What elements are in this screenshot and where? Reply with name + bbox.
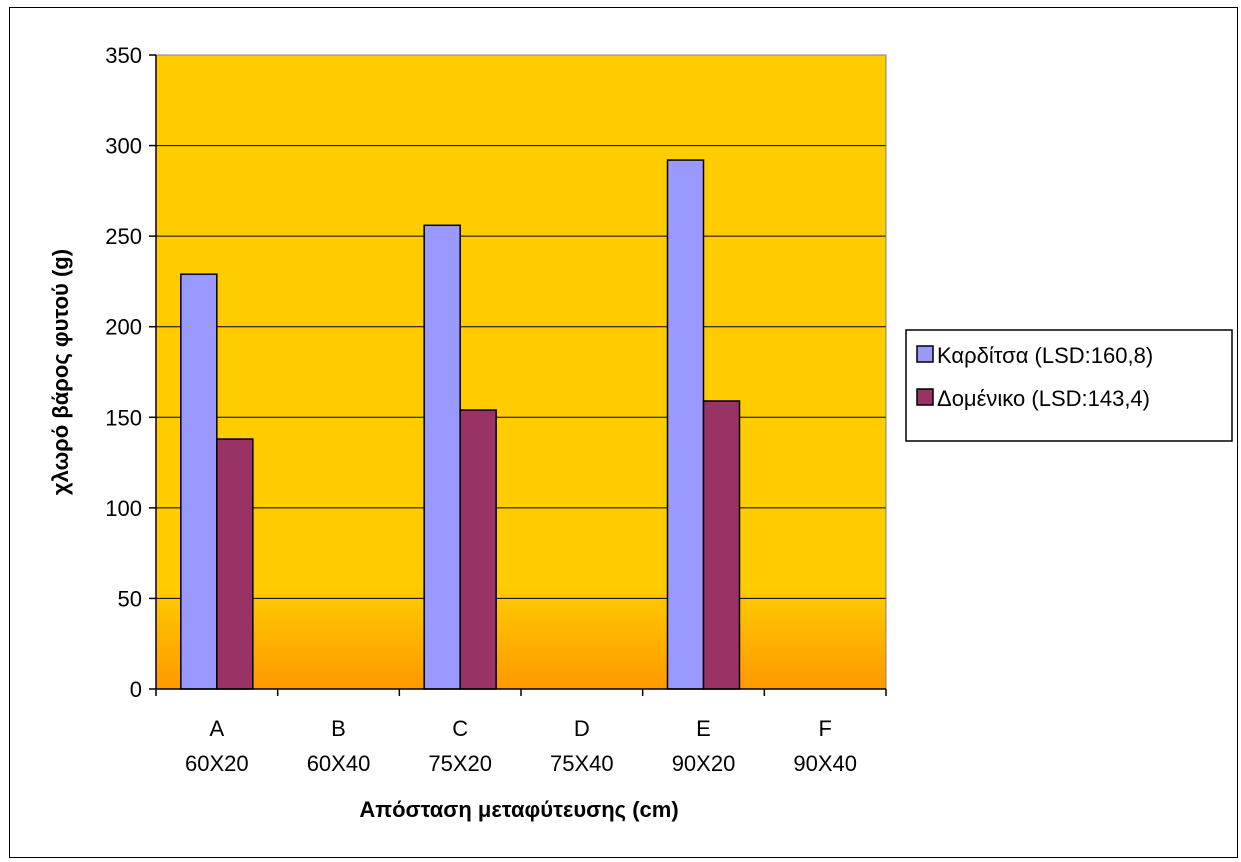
x-tick-label: A 60X20 [185, 716, 249, 776]
y-tick-label: 150 [105, 405, 142, 430]
axes [149, 54, 887, 696]
y-tick-label: 250 [105, 224, 142, 249]
bar [666, 159, 705, 690]
x-tick-label: E 90X20 [672, 716, 736, 776]
bar [216, 438, 254, 690]
y-tick-label: 350 [105, 43, 142, 68]
legend-swatch [916, 388, 934, 406]
bar [180, 273, 218, 690]
y-tick-label: 200 [105, 315, 142, 340]
legend-label: Καρδίτσα (LSD:160,8) [937, 343, 1153, 368]
y-axis-title: χλωρό βάρος φυτού (g) [48, 249, 73, 495]
y-tick-label: 0 [130, 677, 142, 702]
x-tick-label: C 75X20 [428, 716, 492, 776]
plot-area [156, 55, 886, 689]
x-tick-label: D 75X40 [550, 716, 614, 776]
x-tick-label: F 90X40 [793, 716, 857, 776]
x-tick-labels: A 60X20 B 60X40 C 75X20 D 75X40 E 90X20 F 90X40 [185, 716, 857, 776]
legend-box [905, 329, 1233, 442]
bar [423, 224, 461, 690]
y-tick-label: 50 [118, 586, 142, 611]
bar [702, 400, 741, 690]
bars [180, 159, 741, 690]
legend-swatch [916, 345, 934, 363]
y-tick-label: 300 [105, 134, 142, 159]
legend-label: Δομένικο (LSD:143,4) [937, 386, 1150, 411]
y-tick-labels: 0 50 100 150 200 250 300 350 [105, 43, 142, 702]
y-tick-label: 100 [105, 496, 142, 521]
legend: Καρδίτσα (LSD:160,8) Δομένικο (LSD:143,4) [905, 329, 1233, 442]
x-axis-title: Απόσταση μεταφύτευσης (cm) [359, 797, 678, 822]
x-tick-label: B 60X40 [307, 716, 371, 776]
bar [459, 409, 497, 690]
